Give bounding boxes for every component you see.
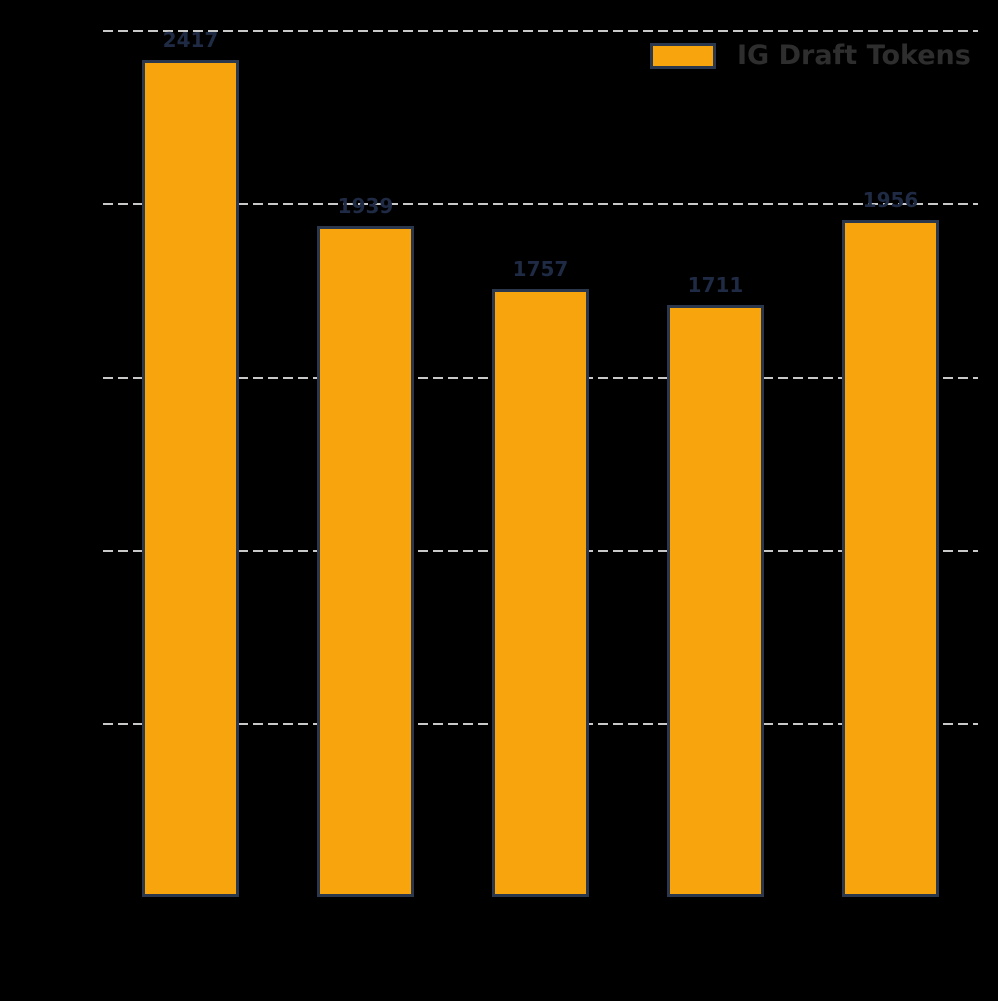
legend: IG Draft Tokens — [650, 42, 971, 69]
bar-value-label: 1956 — [862, 187, 919, 212]
gridline — [103, 30, 978, 33]
legend-swatch-icon — [650, 42, 716, 69]
bar — [142, 60, 239, 897]
bar — [667, 304, 764, 897]
plot-area: 2417 1939 1757 1711 1956 — [103, 0, 978, 897]
bar-value-label: 1711 — [687, 272, 744, 297]
bar — [842, 219, 939, 897]
bar — [317, 225, 414, 897]
bar-value-label: 2417 — [162, 28, 219, 52]
gridline — [103, 203, 978, 206]
legend-label: IG Draft Tokens — [737, 40, 971, 71]
bar-value-label: 1939 — [337, 193, 394, 218]
bar — [492, 288, 589, 897]
bar-value-label: 1757 — [512, 256, 569, 281]
